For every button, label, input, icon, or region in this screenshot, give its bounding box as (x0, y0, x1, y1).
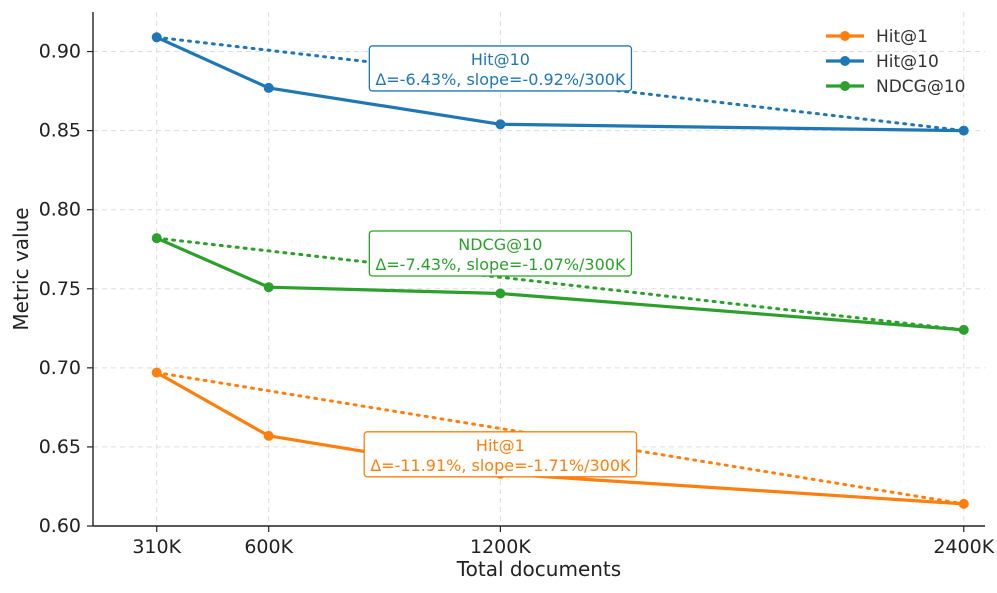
y-axis-title: Metric value (9, 207, 33, 330)
legend-label: Hit@10 (876, 52, 939, 72)
y-tick-label: 0.70 (39, 357, 81, 379)
hit10-trend-line (155, 35, 966, 133)
ndcg10-point (263, 282, 274, 293)
hit10-point (495, 119, 506, 130)
hit10-annotation-box (368, 45, 633, 92)
y-tick-label: 0.65 (39, 436, 81, 458)
legend-item-hit10: Hit@10 (826, 52, 939, 72)
ndcg10-point (151, 233, 162, 244)
legend: Hit@1 Hit@10 NDCG@10 (826, 27, 965, 97)
annotations: Hit@1Δ=-11.91%, slope=-1.71%/300KHit@10Δ… (363, 45, 638, 478)
legend-item-hit1: Hit@1 (826, 27, 928, 47)
axes: 0.60 0.65 0.70 0.75 0.80 0.85 0.90 310K 600K 1200… (39, 12, 995, 558)
ndcg10-annotation-title: NDCG@10 (458, 235, 542, 254)
hit10-point (958, 125, 969, 136)
hit10-line (156, 35, 964, 133)
ndcg10-trend-line (155, 236, 966, 332)
y-tick-label: 0.60 (39, 515, 81, 537)
x-tick-label: 2400K (933, 536, 994, 558)
y-tick-label: 0.75 (39, 278, 81, 300)
hit1-annotation-box (363, 431, 638, 478)
hit10-annotation: Hit@10Δ=-6.43%, slope=-0.92%/300K (368, 45, 633, 92)
x-tick-label: 600K (244, 536, 293, 558)
ndcg10-annotation-box (368, 230, 633, 277)
x-axis-title: Total documents (456, 557, 621, 581)
hit1-annotation-detail: Δ=-11.91%, slope=-1.71%/300K (370, 456, 631, 475)
hit1-annotation: Hit@1Δ=-11.91%, slope=-1.71%/300K (363, 431, 638, 478)
hit1-point (958, 498, 969, 509)
hit10-point (263, 82, 274, 93)
legend-item-ndcg10: NDCG@10 (826, 77, 965, 97)
legend-swatch-marker (840, 31, 850, 41)
legend-label: Hit@1 (876, 27, 928, 47)
legend-swatch-marker (840, 56, 850, 66)
ndcg10-annotation: NDCG@10Δ=-7.43%, slope=-1.07%/300K (368, 230, 633, 277)
hit10-annotation-detail: Δ=-6.43%, slope=-0.92%/300K (375, 70, 626, 89)
legend-swatch-marker (840, 81, 850, 91)
y-tick-label: 0.85 (39, 120, 81, 142)
y-tick-label: 0.80 (39, 199, 81, 221)
legend-label: NDCG@10 (876, 77, 965, 97)
x-tick-label: 310K (132, 536, 181, 558)
hit1-annotation-title: Hit@1 (476, 436, 525, 455)
hit10-annotation-title: Hit@10 (471, 50, 530, 69)
x-tick-label: 1200K (470, 536, 531, 558)
ndcg10-point (958, 324, 969, 335)
ndcg10-annotation-detail: Δ=-7.43%, slope=-1.07%/300K (375, 255, 626, 274)
ndcg10-point (495, 288, 506, 299)
hit1-point (151, 367, 162, 378)
ndcg10-line (156, 236, 964, 332)
hit1-point (263, 430, 274, 441)
y-tick-label: 0.90 (39, 41, 81, 63)
hit10-point (151, 32, 162, 43)
